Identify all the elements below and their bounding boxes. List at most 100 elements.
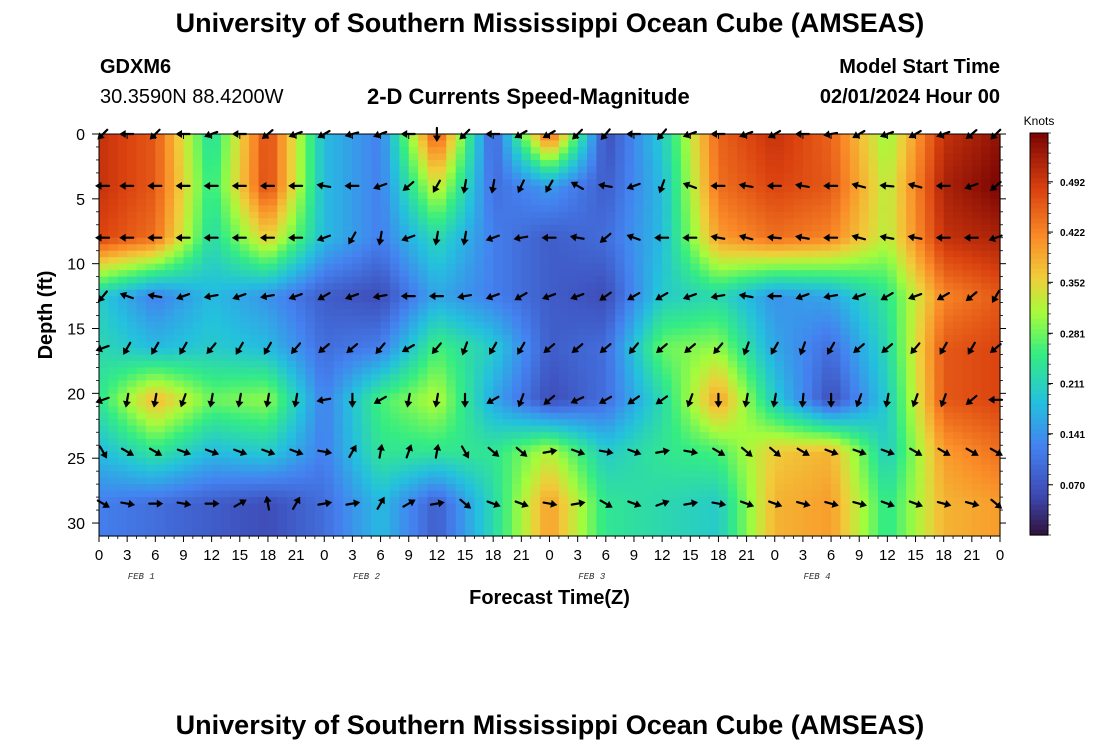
heat-cell	[99, 270, 109, 278]
heat-cell	[577, 406, 588, 414]
heat-cell	[793, 335, 804, 343]
heat-cell	[145, 244, 156, 252]
heat-cell	[352, 179, 363, 187]
heat-cell	[502, 244, 513, 252]
heat-cell	[221, 432, 231, 440]
heat-cell	[831, 289, 842, 297]
heat-cell	[183, 185, 194, 193]
heat-cell	[474, 224, 485, 232]
heat-cell	[361, 153, 372, 161]
heat-cell	[408, 373, 419, 381]
heat-cell	[427, 250, 438, 258]
heat-cell	[680, 335, 691, 343]
heat-cell	[324, 270, 335, 278]
heat-cell	[699, 419, 710, 427]
heat-cell	[981, 192, 992, 200]
heat-cell	[662, 179, 673, 187]
heat-cell	[812, 451, 823, 459]
heat-cell	[324, 464, 335, 472]
heat-cell	[202, 458, 213, 466]
heat-cell	[802, 263, 813, 271]
heat-cell	[831, 322, 842, 330]
heat-cell	[192, 283, 203, 291]
heat-cell	[765, 322, 776, 330]
heat-cell	[174, 224, 185, 232]
heat-cell	[812, 328, 823, 336]
heat-cell	[474, 419, 485, 427]
heat-cell	[202, 205, 213, 213]
heat-cell	[314, 283, 325, 291]
heat-cell	[587, 172, 598, 180]
heat-cell	[990, 328, 1001, 336]
heat-cell	[502, 380, 513, 388]
heat-cell	[286, 445, 297, 453]
heat-cell	[286, 315, 297, 323]
heat-cell	[690, 309, 701, 317]
heat-cell	[361, 257, 372, 265]
heat-cell	[652, 354, 663, 362]
heat-cell	[558, 380, 569, 388]
heat-cell	[183, 445, 194, 453]
heat-cell	[117, 367, 128, 375]
heat-cell	[624, 432, 635, 440]
heat-cell	[389, 341, 400, 349]
heat-cell	[877, 399, 888, 407]
heat-cell	[784, 172, 795, 180]
heat-cell	[352, 458, 363, 466]
heat-cell	[371, 373, 382, 381]
heat-cell	[690, 425, 701, 433]
heat-cell	[314, 438, 325, 446]
heat-cell	[418, 172, 429, 180]
heat-cell	[887, 244, 898, 252]
heat-cell	[802, 347, 813, 356]
heat-cell	[267, 244, 278, 252]
heat-cell	[371, 276, 382, 284]
heat-cell	[333, 380, 344, 388]
heat-cell	[483, 341, 494, 349]
heat-cell	[868, 309, 879, 317]
heat-cell	[230, 322, 241, 330]
heat-cell	[540, 231, 551, 239]
heat-cell	[662, 159, 673, 168]
heat-cell	[493, 198, 504, 206]
heat-cell	[418, 140, 429, 148]
heat-cell	[474, 146, 485, 155]
heat-cell	[831, 386, 842, 394]
heat-cell	[755, 445, 766, 453]
heat-cell	[868, 302, 879, 310]
heat-cell	[183, 283, 194, 291]
heat-cell	[924, 224, 935, 232]
heat-cell	[436, 399, 447, 407]
heat-cell	[990, 309, 1001, 317]
heat-cell	[690, 179, 701, 187]
heat-cell	[680, 283, 691, 291]
heat-cell	[436, 185, 447, 193]
heat-cell	[211, 166, 222, 174]
heat-cell	[981, 283, 992, 291]
heat-cell	[511, 302, 522, 310]
heat-cell	[737, 211, 748, 219]
heat-cell	[568, 289, 579, 297]
heat-cell	[784, 335, 795, 343]
heat-cell	[192, 360, 203, 369]
heat-cell	[643, 257, 654, 265]
heat-cell	[427, 393, 438, 401]
heat-cell	[849, 309, 860, 317]
heat-cell	[127, 412, 138, 420]
heat-cell	[868, 231, 879, 239]
heat-cell	[784, 380, 795, 388]
heat-cell	[174, 179, 185, 187]
heat-cell	[145, 380, 156, 388]
heat-cell	[465, 335, 476, 343]
heat-cell	[540, 425, 551, 433]
heat-cell	[361, 270, 372, 278]
heat-cell	[474, 231, 485, 239]
heat-cell	[962, 283, 973, 291]
heat-cell	[277, 270, 288, 278]
heat-cell	[877, 412, 888, 420]
heat-cell	[549, 244, 560, 252]
heat-cell	[202, 302, 213, 310]
heat-cell	[155, 179, 166, 187]
heat-cell	[305, 347, 316, 356]
heat-cell	[868, 179, 879, 187]
